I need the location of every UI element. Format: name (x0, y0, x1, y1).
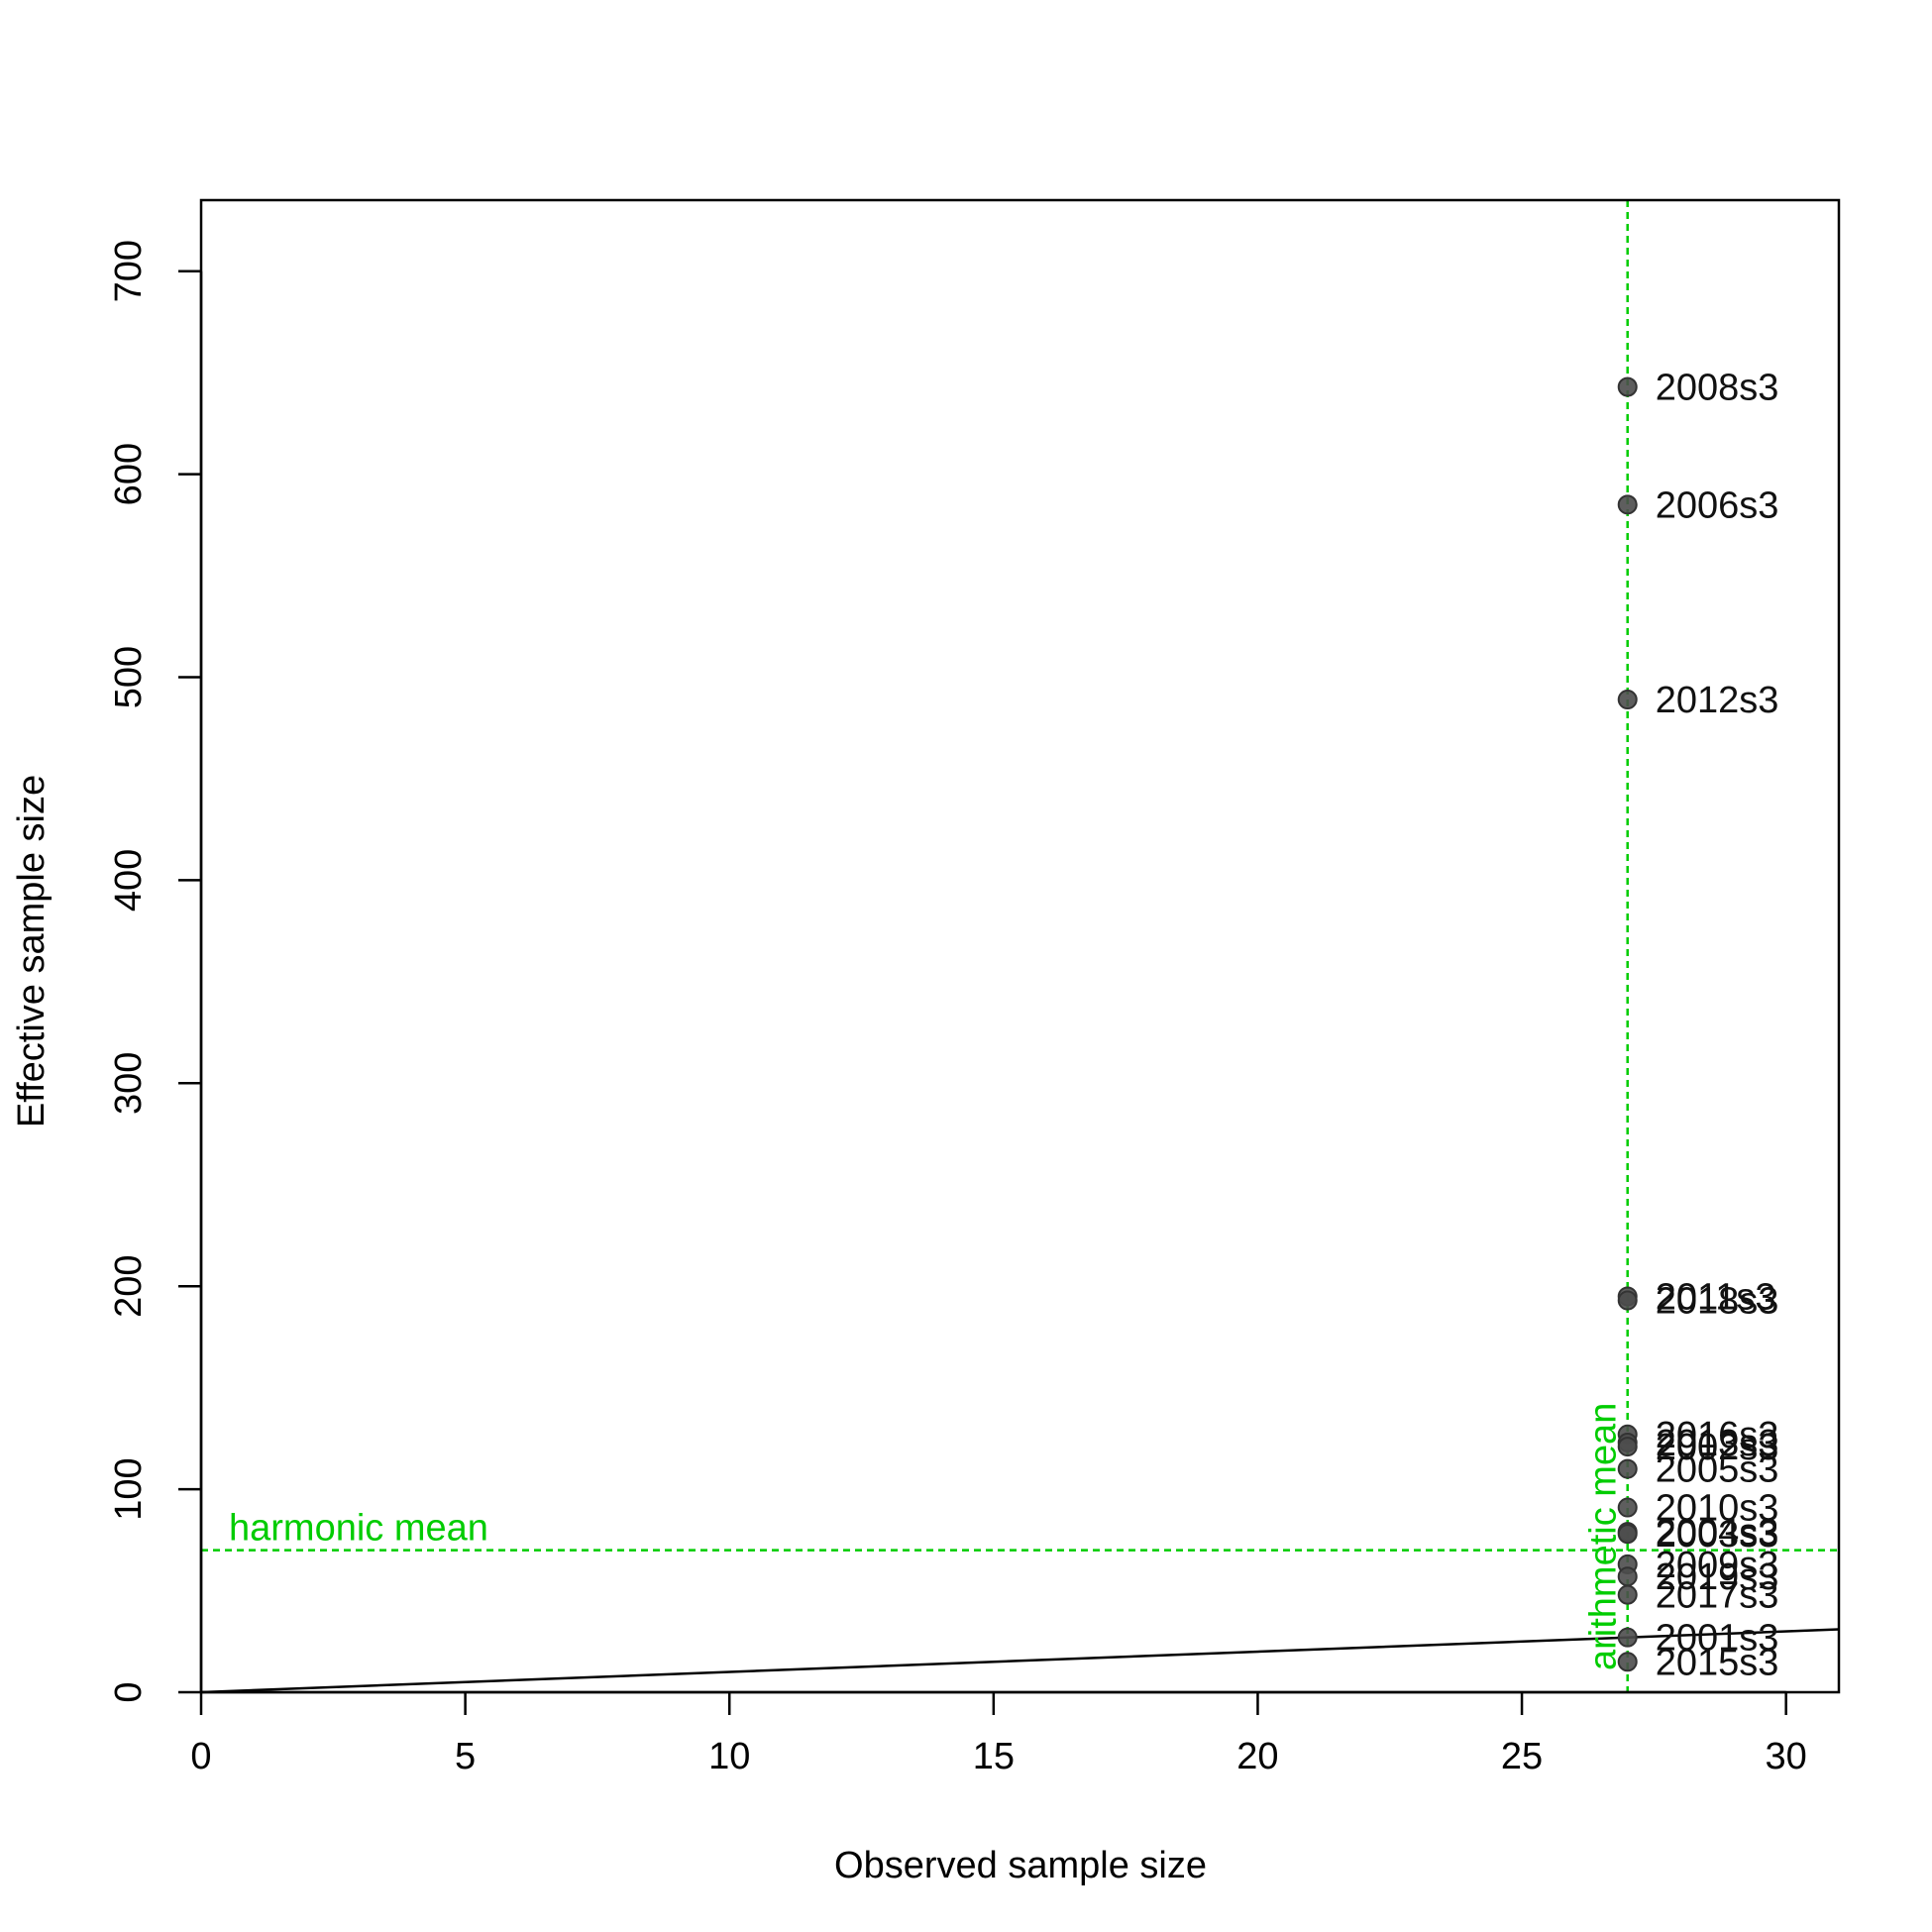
data-point (1617, 1524, 1638, 1545)
reference-labels: harmonic mean arithmetic mean (229, 1403, 1625, 1670)
point-label: 2005s3 (1656, 1449, 1779, 1491)
point-label: 2018s3 (1656, 1281, 1779, 1323)
point-label: 2019s3 (1656, 1556, 1779, 1598)
point-label: 2006s3 (1656, 484, 1779, 526)
x-tick-label: 15 (973, 1736, 1015, 1777)
harmonic-mean-label: harmonic mean (229, 1508, 488, 1550)
point-label: 2013s3 (1656, 1423, 1779, 1464)
data-point (1617, 690, 1638, 710)
y-tick-label: 600 (108, 443, 150, 505)
data-point (1617, 1290, 1638, 1311)
y-tick-label: 0 (108, 1681, 150, 1702)
point-label: 2008s3 (1656, 368, 1779, 409)
point-label: 2003s3 (1656, 1514, 1779, 1556)
point-label: 2010s3 (1656, 1488, 1779, 1530)
point-label: 2002s3 (1656, 1427, 1779, 1468)
y-tick-label: 700 (108, 240, 150, 302)
y-tick-label: 100 (108, 1457, 150, 1520)
x-tick-label: 25 (1501, 1736, 1543, 1777)
x-tick-label: 5 (455, 1736, 476, 1777)
point-label: 2011s3 (1656, 1276, 1776, 1318)
data-point (1617, 1437, 1638, 1457)
identity-line (200, 1628, 1840, 1694)
point-label: 2009s3 (1656, 1545, 1779, 1586)
data-point (1617, 376, 1638, 397)
point-label: 2012s3 (1656, 680, 1779, 721)
point-label: 2004s3 (1656, 1512, 1779, 1554)
point-label: 2017s3 (1656, 1575, 1779, 1617)
x-axis-title: Observed sample size (834, 1845, 1207, 1886)
data-point (1617, 1584, 1638, 1605)
y-tick-label: 400 (108, 849, 150, 912)
data-point (1617, 494, 1638, 515)
data-points (1617, 376, 1638, 1672)
data-point (1617, 1627, 1638, 1648)
point-label: 2015s3 (1656, 1642, 1779, 1683)
y-tick-label: 300 (108, 1052, 150, 1115)
arithmetic-mean-label: arithmetic mean (1583, 1403, 1625, 1670)
y-axis-title: Effective sample size (11, 775, 53, 1127)
data-point (1617, 1497, 1638, 1518)
x-tick-label: 30 (1766, 1736, 1807, 1777)
x-tick-label: 0 (190, 1736, 211, 1777)
y-tick-label: 200 (108, 1255, 150, 1318)
data-point (1617, 1458, 1638, 1479)
x-tick-label: 20 (1236, 1736, 1278, 1777)
data-point (1617, 1652, 1638, 1672)
point-label: 2016s3 (1656, 1415, 1779, 1456)
y-tick-label: 500 (108, 646, 150, 708)
point-label: 2001s3 (1656, 1618, 1779, 1660)
x-tick-label: 10 (708, 1736, 750, 1777)
